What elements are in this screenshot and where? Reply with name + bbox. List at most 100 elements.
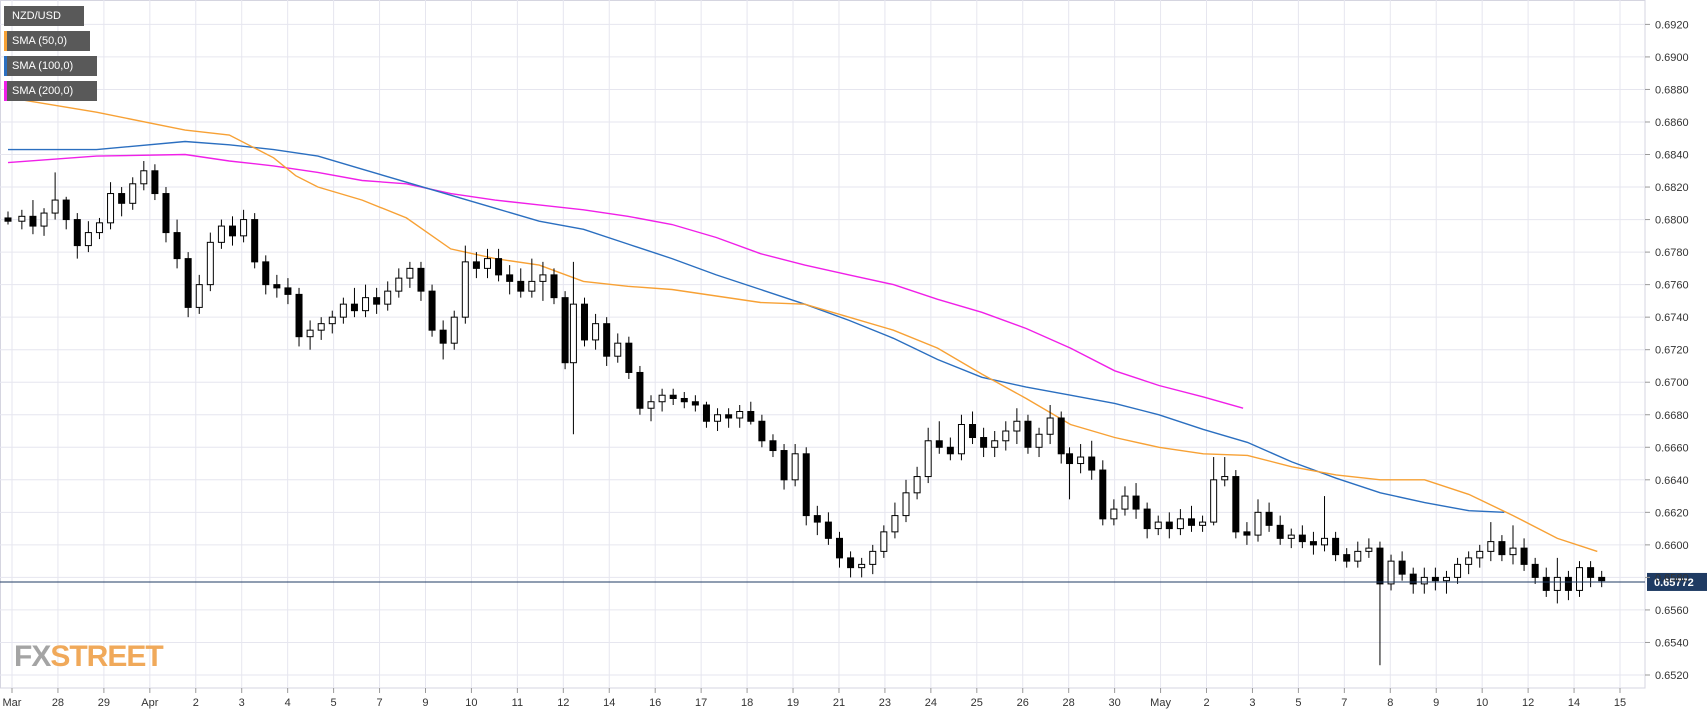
candle bbox=[18, 209, 26, 230]
candle bbox=[1187, 505, 1195, 532]
candle-body bbox=[539, 274, 547, 282]
candle bbox=[517, 268, 525, 298]
legend-label: SMA (100,0) bbox=[12, 60, 74, 72]
current-price-label: 0.65772 bbox=[1654, 577, 1694, 589]
candle-body bbox=[1276, 524, 1284, 539]
candle-body bbox=[339, 303, 347, 318]
candle-body bbox=[18, 215, 26, 222]
candle-body bbox=[206, 241, 214, 286]
candle bbox=[217, 219, 225, 249]
candle bbox=[1476, 544, 1484, 568]
candle bbox=[669, 388, 677, 405]
candle bbox=[647, 395, 655, 422]
candle-body bbox=[1454, 563, 1462, 578]
candle-body bbox=[1066, 453, 1074, 465]
candle-body bbox=[1398, 560, 1406, 575]
candle-body bbox=[1354, 550, 1362, 562]
candle bbox=[1077, 444, 1085, 474]
x-tick-label: 26 bbox=[1017, 697, 1029, 709]
candle-body bbox=[1476, 550, 1484, 559]
candle bbox=[184, 252, 192, 318]
candle bbox=[1354, 541, 1362, 568]
candle bbox=[1387, 554, 1395, 591]
candle-body bbox=[483, 258, 491, 269]
candle-body bbox=[1332, 537, 1340, 556]
candle-body bbox=[824, 521, 832, 539]
sma-100-line bbox=[8, 140, 1505, 513]
candle-body bbox=[1110, 508, 1118, 520]
candle-body bbox=[417, 267, 425, 292]
candle-body bbox=[1409, 573, 1417, 585]
candle bbox=[550, 268, 558, 305]
legend-item-sma100[interactable]: SMA (100,0) bbox=[4, 56, 97, 76]
candle bbox=[769, 434, 777, 458]
candle-body bbox=[195, 284, 203, 308]
candle-body bbox=[528, 280, 536, 292]
candle-body bbox=[758, 420, 766, 442]
chart-grid bbox=[0, 0, 1646, 689]
candle-body bbox=[1442, 576, 1450, 582]
candle-body bbox=[73, 219, 81, 247]
candle-body bbox=[1298, 534, 1306, 543]
candle bbox=[162, 187, 170, 243]
candle bbox=[1498, 535, 1506, 562]
current-price-label-bg bbox=[1647, 572, 1707, 591]
legend-swatch bbox=[4, 56, 7, 76]
legend-item-nzdusd[interactable]: NZD/USD bbox=[4, 6, 84, 26]
candle bbox=[780, 444, 788, 490]
candle-body bbox=[791, 453, 799, 481]
sma-path bbox=[7, 96, 1598, 553]
x-tick-label: 24 bbox=[925, 697, 937, 709]
candle bbox=[1254, 499, 1262, 542]
candle-body bbox=[769, 440, 777, 452]
candle-body bbox=[1143, 508, 1151, 530]
y-tick-label: 0.6720 bbox=[1655, 345, 1689, 357]
candle bbox=[1409, 567, 1417, 594]
candle bbox=[1431, 567, 1439, 591]
candle-body bbox=[669, 394, 677, 399]
candle bbox=[824, 512, 832, 545]
candle bbox=[173, 219, 181, 269]
legend-item-sma50[interactable]: SMA (50,0) bbox=[4, 31, 90, 51]
candle-body bbox=[129, 183, 137, 204]
candle-body bbox=[461, 261, 469, 318]
y-tick-label: 0.6680 bbox=[1655, 410, 1689, 422]
x-tick-label: 3 bbox=[1249, 697, 1255, 709]
candle bbox=[472, 252, 480, 279]
candle bbox=[229, 216, 237, 246]
candle bbox=[1210, 457, 1218, 526]
candle bbox=[1024, 414, 1032, 454]
candle bbox=[384, 281, 392, 311]
candle-body bbox=[1232, 476, 1240, 533]
y-tick-label: 0.6540 bbox=[1655, 637, 1689, 649]
candle bbox=[791, 444, 799, 487]
candle bbox=[636, 365, 644, 415]
x-tick-label: 12 bbox=[557, 697, 569, 709]
legend-item-sma200[interactable]: SMA (200,0) bbox=[4, 81, 97, 101]
candle-body bbox=[980, 437, 988, 448]
candle-body bbox=[1077, 456, 1085, 465]
y-tick-label: 0.6860 bbox=[1655, 117, 1689, 129]
y-tick-label: 0.6600 bbox=[1655, 540, 1689, 552]
x-tick-label: May bbox=[1150, 697, 1171, 709]
x-tick-label: 12 bbox=[1522, 697, 1534, 709]
candle-body bbox=[1254, 511, 1262, 536]
y-tick-label: 0.6660 bbox=[1655, 442, 1689, 454]
y-tick-label: 0.6840 bbox=[1655, 150, 1689, 162]
candle-body bbox=[725, 414, 733, 419]
candle-body bbox=[251, 219, 259, 263]
candle-body bbox=[1598, 576, 1606, 582]
candle bbox=[328, 310, 336, 334]
x-tick-label: 9 bbox=[1433, 697, 1439, 709]
logo-street: STREET bbox=[50, 640, 163, 673]
x-tick-label: 14 bbox=[603, 697, 615, 709]
candle bbox=[1276, 515, 1284, 545]
x-tick-label: 28 bbox=[1063, 697, 1075, 709]
candle bbox=[306, 320, 314, 350]
candle-body bbox=[1088, 456, 1096, 471]
candle-body bbox=[262, 261, 270, 286]
candle bbox=[1553, 557, 1561, 604]
x-tick-label: 7 bbox=[1341, 697, 1347, 709]
candle-body bbox=[439, 329, 447, 344]
candle bbox=[1176, 509, 1184, 536]
